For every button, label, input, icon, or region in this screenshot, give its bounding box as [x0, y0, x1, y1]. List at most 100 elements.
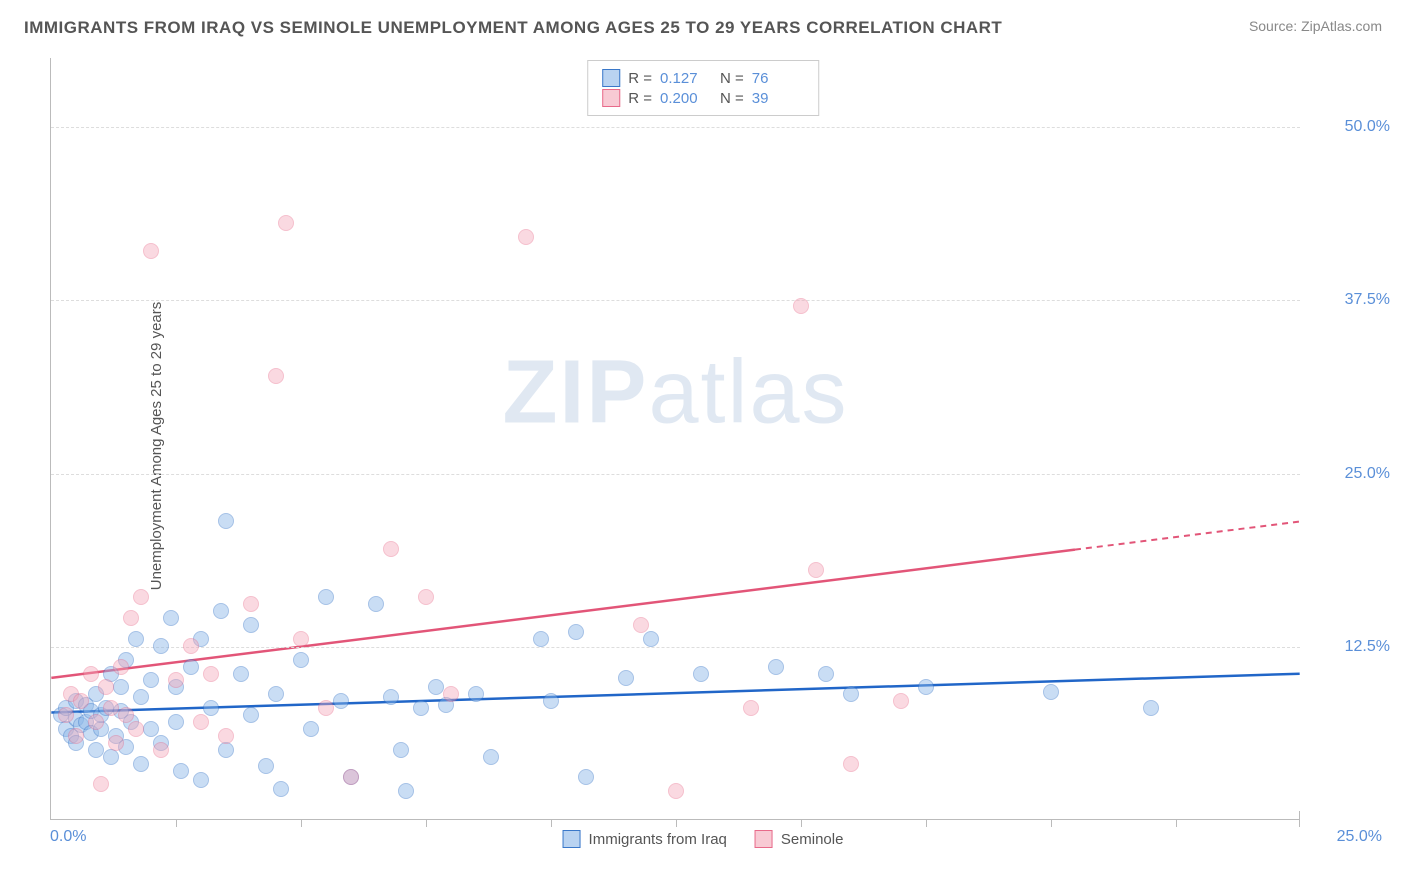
- scatter-point-iraq: [168, 714, 184, 730]
- scatter-point-seminole: [243, 596, 259, 612]
- legend-stat-row: R =0.127N =76: [602, 69, 804, 87]
- scatter-point-seminole: [343, 769, 359, 785]
- scatter-point-iraq: [133, 756, 149, 772]
- stats-legend: R =0.127N =76R =0.200N =39: [587, 60, 819, 116]
- scatter-point-iraq: [543, 693, 559, 709]
- scatter-point-iraq: [173, 763, 189, 779]
- scatter-point-iraq: [398, 783, 414, 799]
- scatter-point-seminole: [68, 728, 84, 744]
- x-tick: [551, 819, 552, 827]
- scatter-point-iraq: [568, 624, 584, 640]
- x-tick: [676, 819, 677, 827]
- scatter-point-seminole: [633, 617, 649, 633]
- x-tick: [1051, 819, 1052, 827]
- scatter-point-seminole: [268, 368, 284, 384]
- legend-swatch: [755, 830, 773, 848]
- scatter-point-iraq: [483, 749, 499, 765]
- legend-r-value: 0.200: [660, 90, 712, 107]
- scatter-point-seminole: [318, 700, 334, 716]
- scatter-point-iraq: [193, 772, 209, 788]
- source-attribution: Source: ZipAtlas.com: [1249, 18, 1382, 34]
- scatter-point-seminole: [143, 243, 159, 259]
- scatter-point-seminole: [113, 659, 129, 675]
- scatter-point-iraq: [368, 596, 384, 612]
- scatter-point-iraq: [318, 589, 334, 605]
- scatter-point-iraq: [213, 603, 229, 619]
- plot-area: ZIPatlas 12.5%25.0%37.5%50.0%: [50, 58, 1300, 820]
- scatter-point-seminole: [118, 707, 134, 723]
- scatter-point-seminole: [88, 714, 104, 730]
- scatter-point-iraq: [643, 631, 659, 647]
- scatter-point-seminole: [218, 728, 234, 744]
- scatter-point-seminole: [73, 693, 89, 709]
- scatter-point-iraq: [533, 631, 549, 647]
- scatter-point-seminole: [293, 631, 309, 647]
- scatter-point-seminole: [83, 666, 99, 682]
- x-tick: [926, 819, 927, 827]
- trend-line-seminole: [51, 550, 1075, 678]
- scatter-point-iraq: [393, 742, 409, 758]
- scatter-point-iraq: [303, 721, 319, 737]
- scatter-point-iraq: [203, 700, 219, 716]
- legend-r-value: 0.127: [660, 70, 712, 87]
- scatter-point-seminole: [108, 735, 124, 751]
- scatter-point-seminole: [893, 693, 909, 709]
- x-tick: [426, 819, 427, 827]
- scatter-point-seminole: [278, 215, 294, 231]
- scatter-point-iraq: [428, 679, 444, 695]
- scatter-point-iraq: [88, 742, 104, 758]
- y-tick-label: 12.5%: [1310, 638, 1390, 656]
- legend-swatch: [602, 69, 620, 87]
- x-tick: [176, 819, 177, 827]
- legend-r-label: R =: [628, 90, 652, 107]
- scatter-point-iraq: [218, 742, 234, 758]
- x-axis-min-label: 0.0%: [50, 828, 86, 846]
- gridline: [51, 300, 1300, 301]
- y-tick-label: 37.5%: [1310, 291, 1390, 309]
- x-axis-max-label: 25.0%: [1337, 828, 1382, 846]
- scatter-point-iraq: [918, 679, 934, 695]
- scatter-point-seminole: [93, 776, 109, 792]
- scatter-point-seminole: [443, 686, 459, 702]
- x-tick: [301, 819, 302, 827]
- scatter-point-seminole: [793, 298, 809, 314]
- x-tick: [801, 819, 802, 827]
- scatter-point-seminole: [383, 541, 399, 557]
- gridline: [51, 474, 1300, 475]
- scatter-point-seminole: [518, 229, 534, 245]
- scatter-point-iraq: [113, 679, 129, 695]
- legend-n-value: 39: [752, 90, 804, 107]
- legend-item-seminole: Seminole: [755, 830, 844, 848]
- x-tick: [1176, 819, 1177, 827]
- scatter-point-iraq: [618, 670, 634, 686]
- scatter-point-seminole: [153, 742, 169, 758]
- series-legend: Immigrants from Iraq Seminole: [563, 830, 844, 848]
- legend-n-label: N =: [720, 70, 744, 87]
- scatter-point-iraq: [218, 513, 234, 529]
- scatter-point-iraq: [1143, 700, 1159, 716]
- scatter-point-iraq: [843, 686, 859, 702]
- scatter-point-seminole: [203, 666, 219, 682]
- scatter-point-iraq: [333, 693, 349, 709]
- scatter-point-seminole: [418, 589, 434, 605]
- y-tick-label: 50.0%: [1310, 118, 1390, 136]
- scatter-point-seminole: [843, 756, 859, 772]
- scatter-point-iraq: [133, 689, 149, 705]
- scatter-point-iraq: [293, 652, 309, 668]
- scatter-point-seminole: [168, 672, 184, 688]
- legend-n-value: 76: [752, 70, 804, 87]
- trend-line-seminole-dashed: [1075, 522, 1300, 550]
- watermark: ZIPatlas: [502, 341, 848, 444]
- gridline: [51, 647, 1300, 648]
- trend-lines-layer: [51, 58, 1300, 819]
- scatter-point-iraq: [273, 781, 289, 797]
- legend-label: Immigrants from Iraq: [589, 831, 727, 848]
- chart-title: IMMIGRANTS FROM IRAQ VS SEMINOLE UNEMPLO…: [24, 18, 1002, 38]
- scatter-point-iraq: [163, 610, 179, 626]
- legend-item-iraq: Immigrants from Iraq: [563, 830, 727, 848]
- scatter-point-seminole: [183, 638, 199, 654]
- scatter-point-iraq: [693, 666, 709, 682]
- legend-swatch: [563, 830, 581, 848]
- scatter-point-iraq: [183, 659, 199, 675]
- legend-label: Seminole: [781, 831, 844, 848]
